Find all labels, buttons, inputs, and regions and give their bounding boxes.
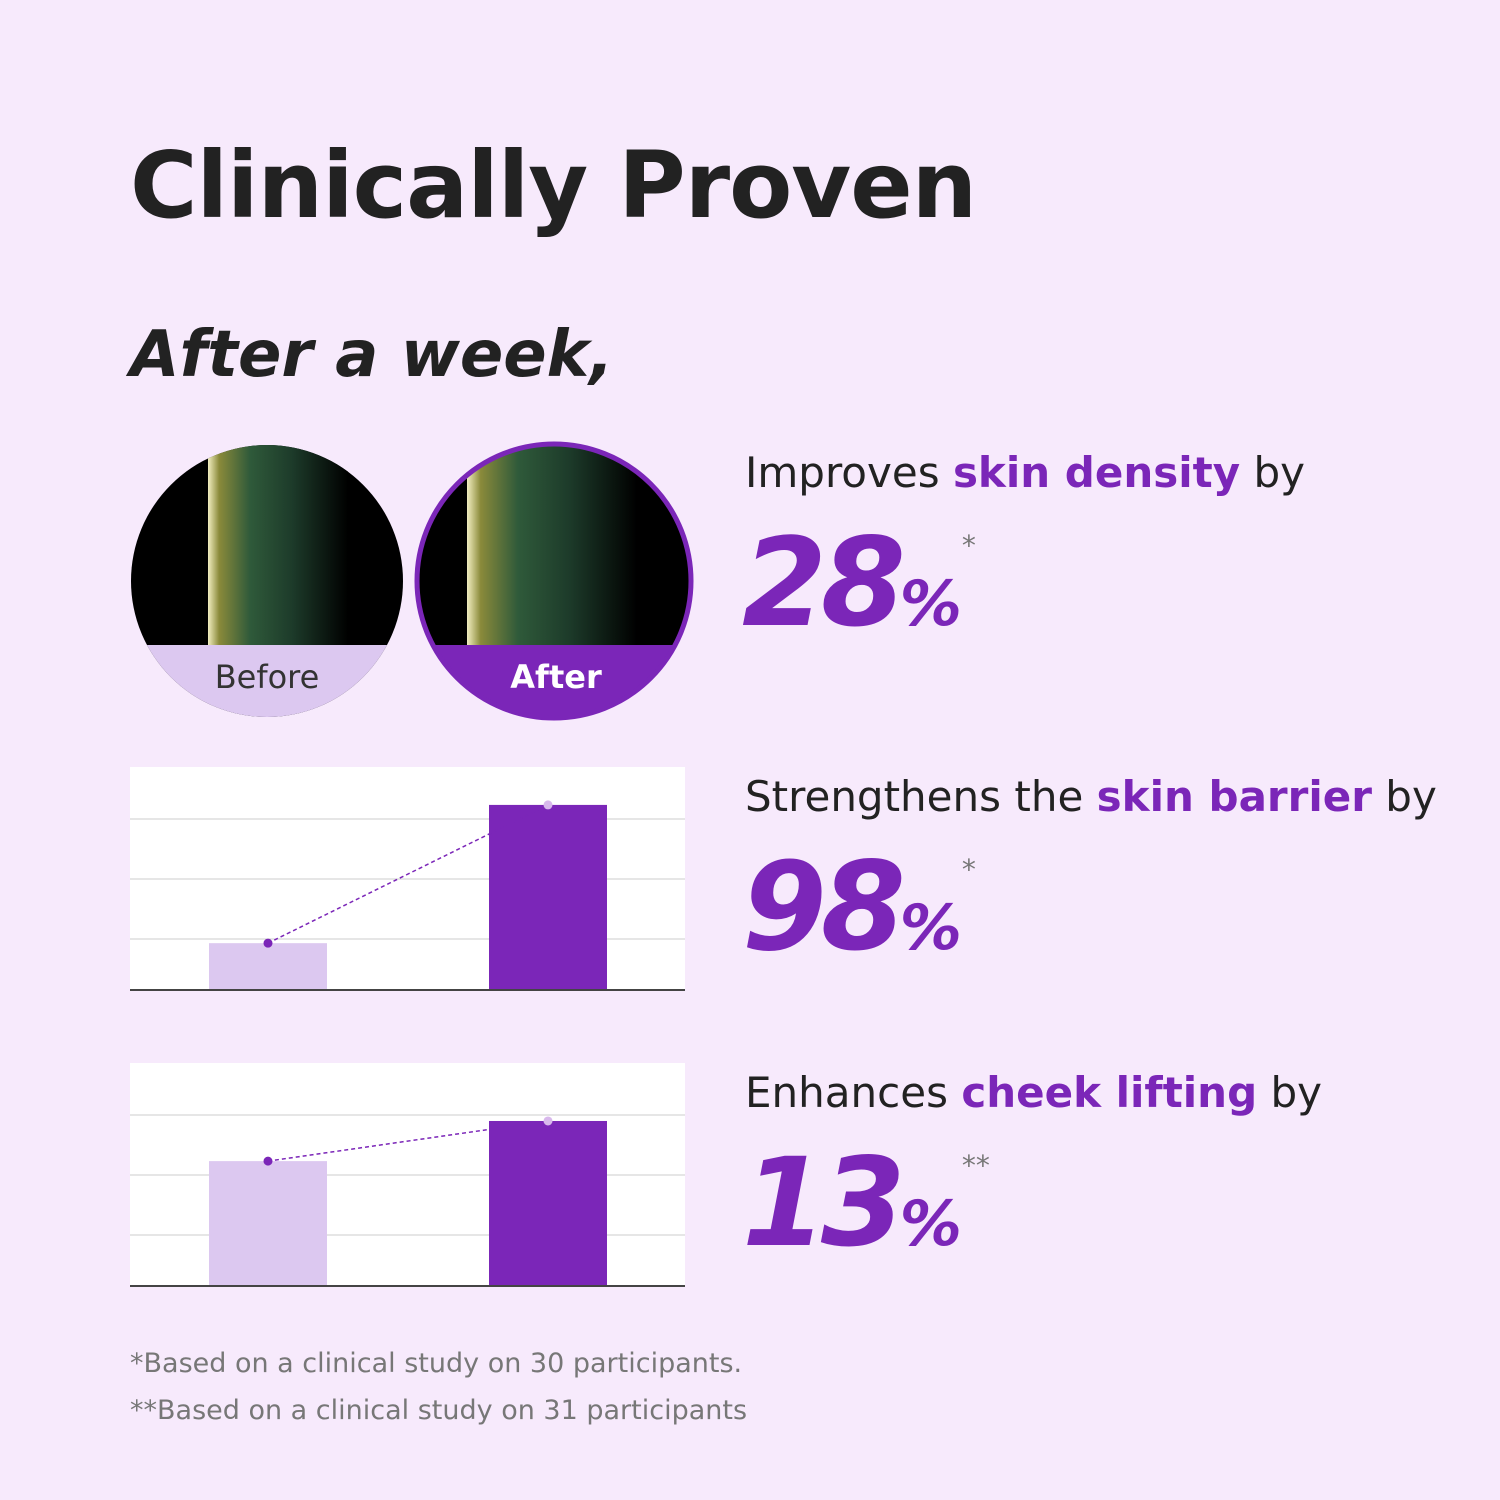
trend-line: [267, 804, 549, 944]
stat-tail: by: [1385, 772, 1437, 821]
bar-chart: [130, 767, 685, 991]
bar: [489, 1120, 607, 1286]
bar-dot: [543, 800, 553, 810]
trend-line: [267, 1120, 549, 1162]
stat-note: *: [961, 853, 976, 886]
title: Clinically Proven: [130, 132, 977, 239]
stat-value: 98% *: [742, 836, 976, 978]
bar-dot: [263, 938, 273, 948]
stat-tail: by: [1253, 448, 1305, 497]
footnote: *Based on a clinical study on 30 partici…: [130, 1348, 743, 1379]
stat-lead: Improves: [745, 448, 940, 497]
stat-highlight: cheek lifting: [961, 1068, 1258, 1117]
stat-value: 28% *: [742, 512, 976, 654]
bar-chart: [130, 1063, 685, 1287]
bar: [489, 804, 607, 990]
before-label: Before: [215, 658, 320, 696]
before-image: [131, 445, 403, 717]
bar: [209, 1161, 327, 1286]
stat-text: Strengthens the skin barrier by: [745, 772, 1437, 821]
stat-unit: %: [899, 891, 962, 964]
stat-number: 98: [742, 836, 906, 978]
stat-text: Improves skin density by: [745, 448, 1305, 497]
stat-value: 13% **: [742, 1132, 990, 1274]
after-label: After: [510, 658, 602, 696]
stat-lead: Enhances: [745, 1068, 948, 1117]
stat-lead: Strengthens the: [745, 772, 1084, 821]
stat-number: 13: [742, 1132, 906, 1274]
stat-highlight: skin barrier: [1096, 772, 1372, 821]
footnote: **Based on a clinical study on 31 partic…: [130, 1395, 748, 1426]
stat-text: Enhances cheek lifting by: [745, 1068, 1322, 1117]
bar-dot: [263, 1156, 273, 1166]
stat-note: **: [961, 1149, 990, 1182]
stat-note: *: [961, 529, 976, 562]
stat-number: 28: [742, 512, 906, 654]
before-after-images: Before After: [131, 441, 694, 721]
subtitle: After a week,: [130, 318, 614, 392]
stat-highlight: skin density: [952, 448, 1241, 497]
stat-tail: by: [1270, 1068, 1323, 1117]
bar: [209, 943, 327, 990]
stat-unit: %: [899, 1187, 962, 1260]
bar-dot: [543, 1116, 553, 1126]
stat-unit: %: [899, 567, 962, 640]
